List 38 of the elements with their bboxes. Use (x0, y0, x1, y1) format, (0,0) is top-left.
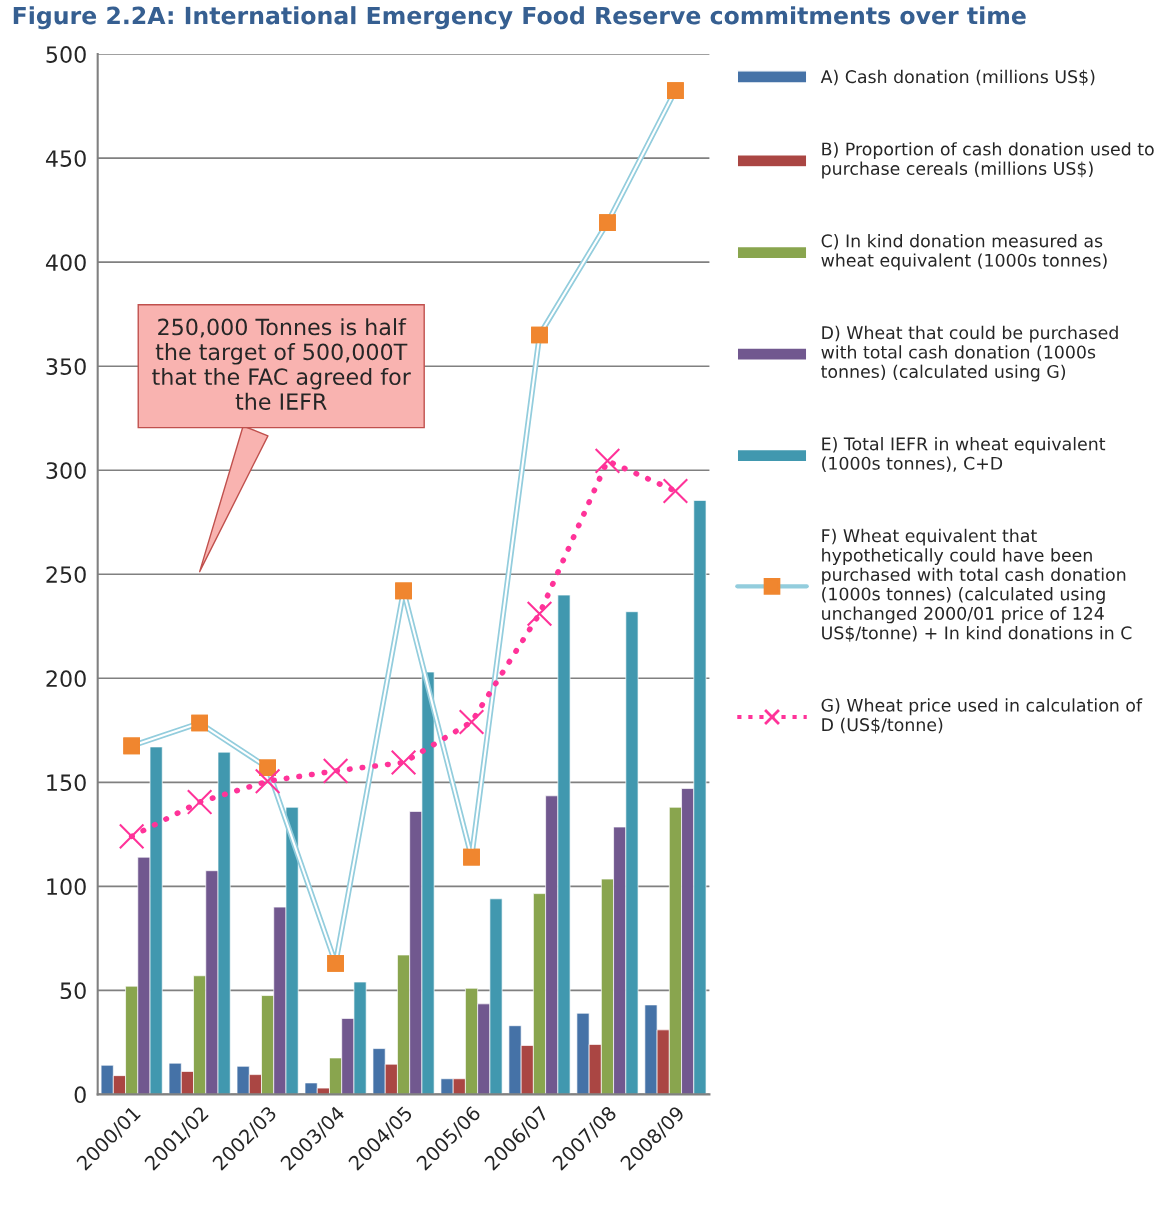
legend-label: D) Wheat that could be purchased with total cash donation (1000s tonnes) (calculated using G) (821, 325, 1118, 382)
point (254, 768, 281, 795)
point (186, 789, 213, 815)
point (599, 214, 616, 232)
point (458, 709, 485, 735)
point (259, 759, 276, 777)
legend-label: C) In kind donation measured as wheat equivalent (1000s tonnes) (821, 233, 1107, 271)
point (463, 848, 480, 866)
y-tick-label: 0 (74, 1086, 86, 1104)
annotation: 250,000 Tonnes is half the target of 500,000T that the FAC agreed for the IEFR (152, 318, 411, 410)
point (594, 448, 621, 474)
y-tick-label: 450 (45, 150, 86, 167)
y-tick-label: 350 (46, 358, 86, 375)
legend-label: E) Total IEFR in wheat equivalent (1000s tonnes), C+D (822, 436, 1106, 472)
point (390, 749, 417, 776)
y-tick-label: 100 (47, 878, 86, 896)
point (667, 82, 684, 99)
point (327, 954, 344, 972)
y-tick-label: 50 (60, 982, 86, 1000)
point (191, 714, 208, 732)
legend-label: F) Wheat equivalent that hypothetically could have been purchased with total cash donation (1000s tonnes) (calculated using unchanged 2000/01 price of 124 US$/tonne) + In kind donations in C (822, 528, 1132, 642)
y-tick-label: 300 (46, 462, 86, 479)
point (531, 326, 548, 344)
y-tick-label: 150 (47, 774, 86, 792)
chart-title: Figure 2.2A: International Emergency Food Reserve commitments over time (13, 6, 1026, 30)
point (118, 823, 145, 850)
y-tick-label: 200 (46, 670, 86, 688)
legend-label: B) Proportion of cash donation used to purchase cereals (millions US$) (822, 142, 1154, 179)
y-tick-label: 500 (46, 46, 86, 63)
legend-label: G) Wheat price used in calculation of D (US$/tonne) (821, 698, 1143, 734)
point (395, 582, 412, 600)
point (662, 478, 689, 504)
point (322, 758, 349, 784)
y-tick-label: 400 (45, 254, 86, 271)
point (123, 737, 141, 755)
legend-label: A) Cash donation (millions US$) (820, 69, 1095, 86)
point (526, 600, 553, 627)
y-tick-label: 250 (46, 566, 86, 584)
